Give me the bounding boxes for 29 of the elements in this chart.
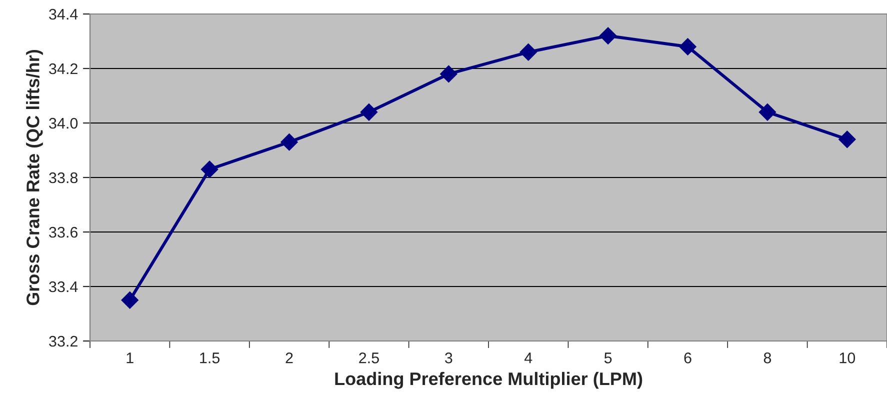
y-tick-label: 33.6: [49, 226, 78, 238]
point: [121, 292, 138, 309]
y-tick-label: 34.4: [49, 8, 78, 20]
y-tick-label: 33.4: [49, 281, 78, 292]
point: [440, 65, 458, 82]
point: [600, 27, 617, 44]
point: [201, 160, 218, 178]
x-tick-label: 8: [764, 352, 772, 364]
x-tick-label: 2: [286, 352, 293, 364]
x-tick-label: 1: [126, 352, 134, 364]
x-tick-label: 3: [444, 352, 452, 364]
y-tick-label: 33.2: [49, 336, 78, 347]
y-tick-label: 34.2: [49, 63, 78, 74]
x-tick-label: 2.5: [359, 352, 379, 364]
point: [520, 44, 537, 61]
x-tick-label: 6: [684, 352, 692, 364]
point: [679, 38, 696, 56]
y-axis-title: Gross Crane Rate (QC lifts/hr): [26, 50, 43, 306]
point: [758, 104, 776, 121]
y-tick-label: 33.8: [49, 172, 78, 184]
x-tick-label: 5: [604, 352, 612, 364]
x-tick-label: 4: [524, 352, 532, 364]
x-tick-label: 10: [840, 352, 856, 364]
x-tick-label: 1.5: [200, 352, 220, 364]
point: [280, 134, 298, 151]
point: [838, 130, 856, 148]
x-axis-title: Loading Preference Multiplier (LPM): [335, 372, 642, 389]
point: [360, 104, 378, 121]
y-tick-label: 34.0: [49, 118, 78, 129]
